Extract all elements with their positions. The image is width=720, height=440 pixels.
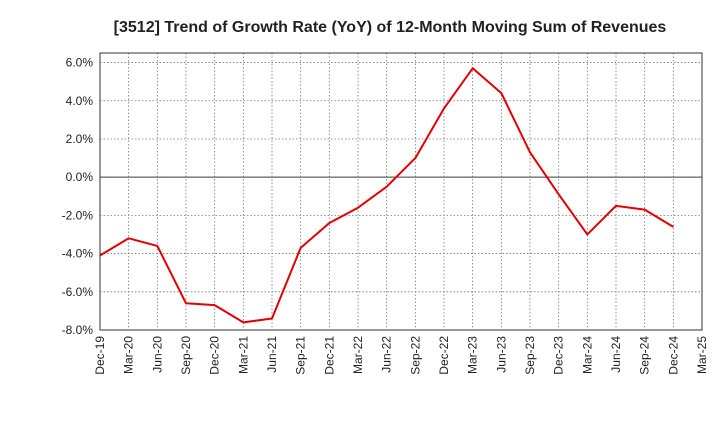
chart-title: [3512] Trend of Growth Rate (YoY) of 12-… <box>114 19 667 36</box>
x-tick-label: Sep-23 <box>523 336 537 375</box>
x-tick-label: Mar-24 <box>580 336 594 374</box>
x-tick-label: Dec-23 <box>552 336 566 375</box>
x-tick-label: Dec-21 <box>322 336 336 375</box>
y-tick-label: 0.0% <box>66 170 94 184</box>
x-tick-label: Mar-25 <box>695 336 709 374</box>
x-tick-label: Jun-22 <box>380 336 394 373</box>
y-tick-layer: 6.0% 4.0% 2.0% 0.0% -2.0% -4.0% -6.0% -8.0% <box>62 56 94 337</box>
x-tick-label: Jun-24 <box>609 336 623 373</box>
x-tick-label: Dec-24 <box>666 336 680 375</box>
series-line <box>99 67 674 324</box>
series-layer <box>99 67 674 324</box>
grid-layer <box>99 53 703 331</box>
x-tick-label: Sep-24 <box>638 336 652 375</box>
x-tick-label: Sep-22 <box>408 336 422 375</box>
y-tick-label: 4.0% <box>66 94 94 108</box>
x-tick-layer: Dec-19 Mar-20 Jun-20 Sep-20 Dec-20 Mar-21 Jun-… <box>93 336 709 375</box>
y-tick-label: -6.0% <box>62 285 94 299</box>
plot-frame <box>99 52 703 331</box>
x-tick-label: Mar-20 <box>122 336 136 374</box>
y-tick-label: -8.0% <box>62 323 94 337</box>
x-tick-label: Mar-23 <box>466 336 480 374</box>
x-tick-label: Sep-21 <box>294 336 308 375</box>
y-tick-label: -2.0% <box>62 208 94 222</box>
y-tick-label: 2.0% <box>66 132 94 146</box>
x-tick-label: Sep-20 <box>179 336 193 375</box>
x-tick-label: Dec-19 <box>93 336 107 375</box>
x-tick-label: Dec-22 <box>437 336 451 375</box>
y-tick-label: -4.0% <box>62 247 94 261</box>
x-tick-label: Mar-22 <box>351 336 365 374</box>
x-tick-label: Jun-20 <box>150 336 164 373</box>
x-tick-label: Jun-23 <box>494 336 508 373</box>
y-tick-label: 6.0% <box>66 56 94 70</box>
x-tick-label: Mar-21 <box>236 336 250 374</box>
x-tick-label: Dec-20 <box>208 336 222 375</box>
x-tick-label: Jun-21 <box>265 336 279 373</box>
